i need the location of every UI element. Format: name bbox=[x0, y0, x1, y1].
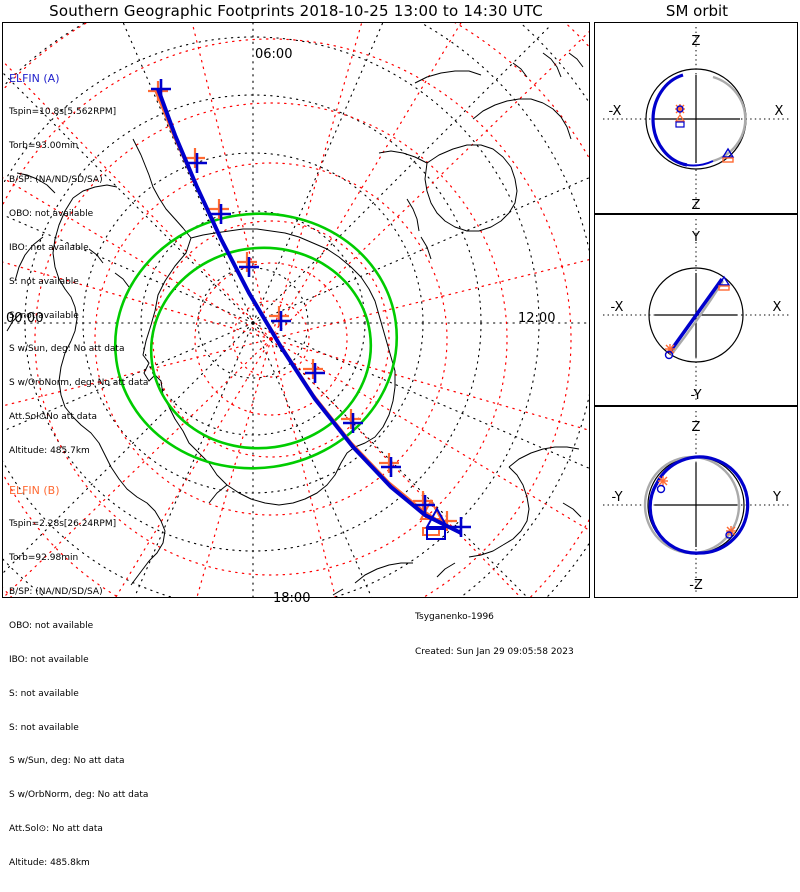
geo-grid bbox=[3, 23, 589, 597]
field-model-label: Tsyganenko-1996 bbox=[415, 612, 494, 622]
sm-xy-axis-bottom: -Y bbox=[690, 388, 701, 403]
center-time-marker bbox=[726, 526, 736, 536]
sm-yz-graphics: Z -Z -Y Y bbox=[603, 411, 789, 593]
figure-credits: Tsyganenko-1996 Created: Sun Jan 29 09:0… bbox=[415, 589, 574, 681]
mlt-label-0000: 00:00 bbox=[6, 311, 44, 326]
sm-orbit-title: SM orbit bbox=[665, 2, 729, 20]
sm-yz-axis-top: Z bbox=[692, 420, 701, 435]
start-diamond-marker bbox=[675, 121, 685, 128]
created-timestamp: Created: Sun Jan 29 09:05:58 2023 bbox=[415, 646, 574, 657]
mlt-label-1200: 12:00 bbox=[518, 311, 556, 326]
map-graphics bbox=[3, 23, 589, 597]
sm-xz-axis-top: Z bbox=[692, 34, 701, 49]
coastlines bbox=[6, 52, 584, 596]
sm-panel-yz: Z -Z -Y Y bbox=[594, 406, 798, 598]
sm-xy-axis-right: X bbox=[773, 300, 782, 315]
elfin-a-name: ELFIN (A) bbox=[9, 71, 60, 85]
mlt-label-1800: 18:00 bbox=[273, 591, 311, 606]
elfin-b-line-7: S w/Sun, deg: No att data bbox=[9, 756, 125, 767]
elfin-a-line-7: S w/Sun, deg: No att data bbox=[9, 344, 125, 355]
end-asterisk-marker bbox=[665, 344, 675, 354]
sm-xy-axis-left: -X bbox=[611, 300, 624, 315]
sm-yz-axis-right: Y bbox=[772, 490, 781, 505]
mag-grid bbox=[3, 23, 589, 597]
elfin-b-line-9: Att.Sol⊙: No att data bbox=[9, 824, 103, 835]
geographic-footprint-map: ELFIN (A) Tspin=10.8s[5.562RPM] Torb=93.… bbox=[2, 22, 590, 868]
elfin-a-line-1: Torb=93.00min bbox=[9, 141, 79, 152]
start-diamond-marker bbox=[664, 350, 674, 360]
elfin-a-info-block: ELFIN (A) Tspin=10.8s[5.562RPM] Torb=93.… bbox=[9, 49, 148, 480]
orbit-shadow-path bbox=[670, 280, 725, 356]
figure-root: Southern Geographic Footprints 2018-10-2… bbox=[2, 2, 798, 868]
sm-xz-axis-bottom: Z bbox=[692, 198, 701, 213]
auroral-oval bbox=[113, 212, 399, 470]
mlt-label-0600: 06:00 bbox=[255, 47, 293, 62]
elfin-a-vlf-square bbox=[426, 528, 446, 540]
sm-xy-graphics: Y -Y -X X bbox=[603, 219, 789, 403]
sm-yz-axis-left: -Y bbox=[611, 490, 622, 505]
elfin-a-line-8: S w/OrbNorm, deg: No att data bbox=[9, 378, 149, 389]
elfin-a-line-6: S: not available bbox=[9, 310, 79, 321]
elfin-b-line-1: Torb=92.98min bbox=[9, 553, 79, 564]
elfin-a-line-4: IBO: not available bbox=[9, 242, 89, 253]
end-asterisk-marker bbox=[658, 476, 668, 486]
elfin-a-track bbox=[151, 79, 471, 540]
elfin-a-center-triangle bbox=[425, 506, 449, 528]
elfin-a-line-2: B/SP: (NA/ND/SD/SA) bbox=[9, 174, 103, 185]
orbit-track-path bbox=[667, 277, 724, 355]
sm-yz-axis-bottom: -Z bbox=[689, 578, 703, 593]
elfin-b-tickmarks bbox=[148, 81, 457, 531]
sm-xz-axis-right: X bbox=[775, 104, 784, 119]
elfin-a-line-9: Att.Sol⊙No att data bbox=[9, 412, 97, 423]
center-time-triangle bbox=[717, 275, 731, 286]
orbit-track-path bbox=[648, 455, 750, 555]
sm-xz-axis-left: -X bbox=[609, 104, 622, 119]
sm-xy-axis-top: Y bbox=[691, 230, 700, 245]
elfin-b-line-8: S w/OrbNorm, deg: No att data bbox=[9, 790, 149, 801]
elfin-b-line-4: IBO: not available bbox=[9, 654, 89, 665]
elfin-b-line-3: OBO: not available bbox=[9, 620, 94, 631]
elfin-b-line-0: Tspin=2.28s[26.24RPM] bbox=[9, 519, 117, 530]
elfin-a-line-3: OBO: not available bbox=[9, 208, 94, 219]
start-diamond-marker bbox=[656, 484, 666, 494]
elfin-b-line-5: S: not available bbox=[9, 688, 79, 699]
elfin-b-line-2: B/SP: (NA/ND/SD/SA) bbox=[9, 586, 103, 597]
elfin-a-line-10: Altitude: 485.7km bbox=[9, 446, 90, 457]
elfin-a-tickmarks bbox=[151, 79, 471, 537]
elfin-b-line-10: Altitude: 485.8km bbox=[9, 858, 90, 869]
elfin-b-info-block: ELFIN (B) Tspin=2.28s[26.24RPM] Torb=92.… bbox=[9, 461, 148, 892]
page-title: Southern Geographic Footprints 2018-10-2… bbox=[49, 2, 543, 20]
elfin-b-line-6: S: not available bbox=[9, 722, 79, 733]
elfin-a-line-5: S: not available bbox=[9, 276, 79, 287]
sm-xz-graphics: Z Z -X X bbox=[603, 27, 789, 213]
orbit-shadow-path bbox=[712, 75, 747, 163]
orbit-track-path bbox=[651, 73, 688, 167]
earth-circle bbox=[648, 267, 744, 363]
elfin-b-name: ELFIN (B) bbox=[9, 483, 60, 497]
sm-panel-xy: Y -Y -X X bbox=[594, 214, 798, 406]
center-time-triangle bbox=[721, 147, 735, 158]
elfin-a-line-0: Tspin=10.8s[5.562RPM] bbox=[9, 107, 117, 118]
sm-panel-xz: Z Z -X X bbox=[594, 22, 798, 214]
